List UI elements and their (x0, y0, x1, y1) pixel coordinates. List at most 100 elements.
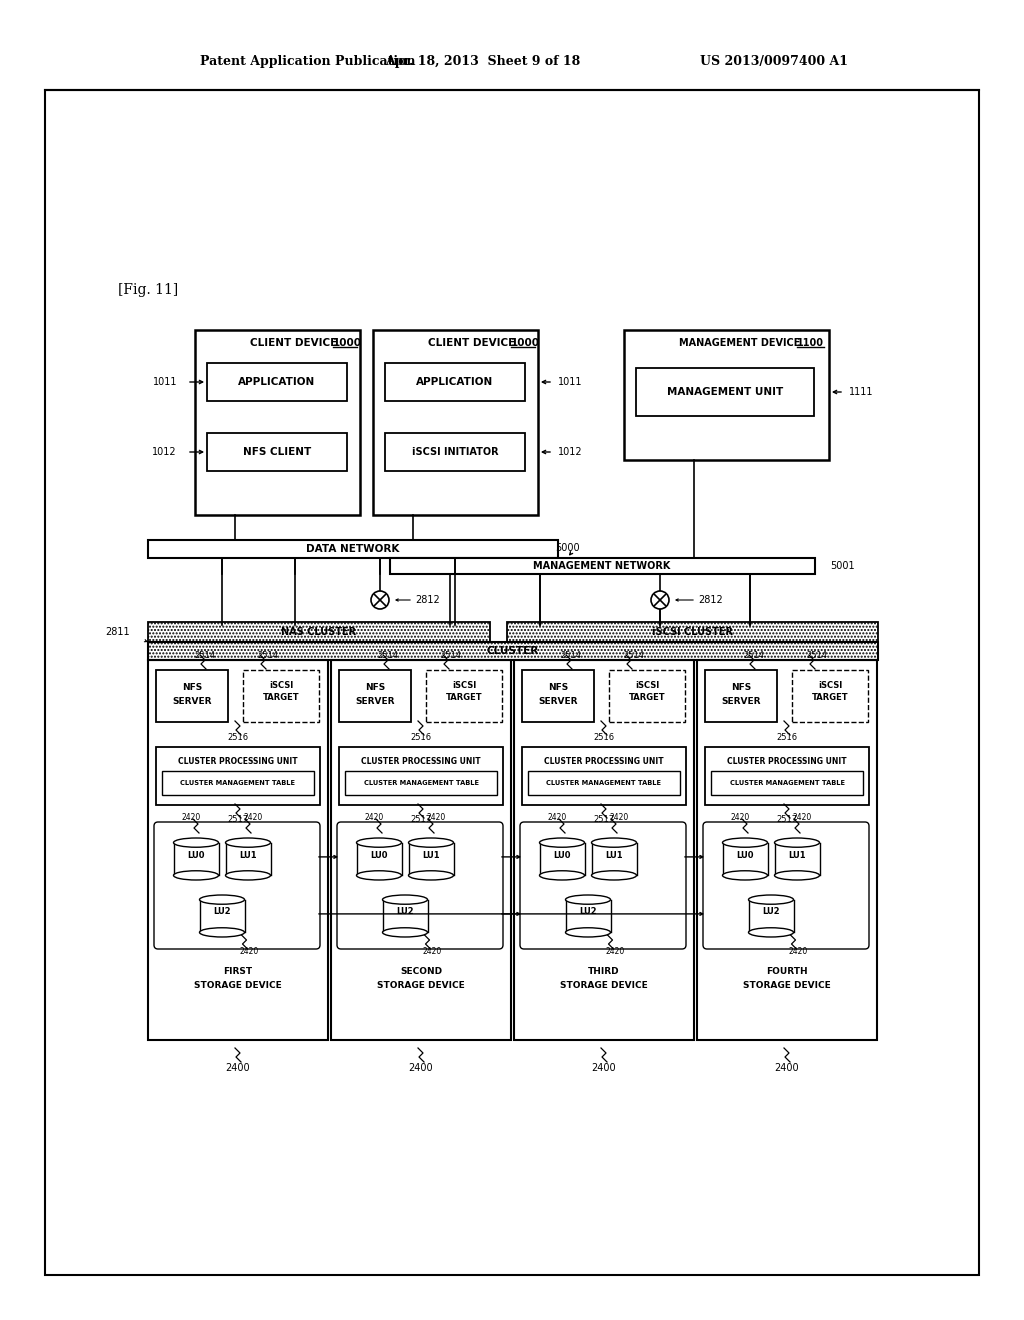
Text: CLUSTER MANAGEMENT TABLE: CLUSTER MANAGEMENT TABLE (729, 780, 845, 785)
Text: MANAGEMENT DEVICE: MANAGEMENT DEVICE (679, 338, 804, 348)
Bar (522, 671, 594, 722)
Ellipse shape (409, 871, 454, 880)
Text: 1012: 1012 (558, 447, 583, 457)
Text: 2400: 2400 (592, 1063, 616, 1073)
Text: 1012: 1012 (153, 447, 177, 457)
Text: 2812: 2812 (698, 595, 723, 605)
Text: 1011: 1011 (153, 378, 177, 387)
Bar (339, 671, 411, 722)
Text: NFS: NFS (731, 684, 752, 693)
Text: TARGET: TARGET (263, 693, 299, 702)
Bar (540, 842, 585, 875)
Text: 5000: 5000 (556, 543, 581, 553)
Text: CLUSTER MANAGEMENT TABLE: CLUSTER MANAGEMENT TABLE (364, 780, 478, 785)
Text: 2517: 2517 (594, 816, 614, 825)
Bar (373, 330, 538, 515)
Bar (148, 642, 878, 660)
Text: Apr. 18, 2013  Sheet 9 of 18: Apr. 18, 2013 Sheet 9 of 18 (385, 55, 581, 69)
Text: 2516: 2516 (776, 733, 798, 742)
Bar (385, 363, 525, 401)
Ellipse shape (565, 928, 610, 937)
Text: MANAGEMENT NETWORK: MANAGEMENT NETWORK (534, 561, 671, 572)
Text: 5001: 5001 (830, 561, 855, 572)
Text: US 2013/0097400 A1: US 2013/0097400 A1 (700, 55, 848, 69)
Circle shape (371, 591, 389, 609)
Ellipse shape (592, 871, 637, 880)
Text: LU1: LU1 (605, 850, 623, 859)
Bar (636, 368, 814, 416)
Bar (207, 363, 347, 401)
Bar (390, 558, 815, 574)
Text: LU2: LU2 (213, 908, 230, 916)
Bar (792, 671, 868, 722)
Bar (162, 771, 314, 795)
Bar (356, 842, 401, 875)
Text: CLUSTER PROCESSING UNIT: CLUSTER PROCESSING UNIT (544, 756, 664, 766)
Text: 2516: 2516 (594, 733, 614, 742)
Text: SERVER: SERVER (172, 697, 212, 705)
FancyBboxPatch shape (337, 822, 503, 949)
Text: MANAGEMENT UNIT: MANAGEMENT UNIT (667, 387, 783, 397)
Text: 2516: 2516 (411, 733, 431, 742)
FancyBboxPatch shape (154, 822, 319, 949)
Text: iSCSI: iSCSI (452, 681, 476, 690)
Text: SECOND: SECOND (400, 968, 442, 977)
Bar (173, 842, 218, 875)
Text: LU1: LU1 (788, 850, 806, 859)
Text: CLUSTER MANAGEMENT TABLE: CLUSTER MANAGEMENT TABLE (180, 780, 296, 785)
Text: TARGET: TARGET (445, 693, 482, 702)
Ellipse shape (200, 928, 245, 937)
Circle shape (651, 591, 669, 609)
Text: STORAGE DEVICE: STORAGE DEVICE (743, 981, 830, 990)
Text: 2420: 2420 (793, 813, 812, 822)
Bar (345, 771, 497, 795)
Text: CLUSTER MANAGEMENT TABLE: CLUSTER MANAGEMENT TABLE (547, 780, 662, 785)
Bar (711, 771, 863, 795)
Text: LU2: LU2 (396, 908, 414, 916)
Text: 2514: 2514 (257, 651, 279, 660)
Text: CLUSTER: CLUSTER (486, 645, 539, 656)
Text: 2516: 2516 (227, 733, 249, 742)
Text: CLUSTER PROCESSING UNIT: CLUSTER PROCESSING UNIT (178, 756, 298, 766)
Text: 2420: 2420 (365, 813, 384, 822)
Bar (749, 900, 794, 932)
Text: LU0: LU0 (187, 850, 205, 859)
Text: 2514: 2514 (807, 651, 827, 660)
Bar (45, 90, 979, 1275)
Text: LU1: LU1 (422, 850, 440, 859)
FancyBboxPatch shape (703, 822, 869, 949)
Text: 1000: 1000 (333, 338, 362, 348)
Bar (624, 330, 829, 459)
Ellipse shape (200, 895, 245, 904)
Ellipse shape (225, 838, 270, 847)
Ellipse shape (356, 838, 401, 847)
Text: SERVER: SERVER (539, 697, 578, 705)
Text: 1011: 1011 (558, 378, 583, 387)
Bar (156, 747, 319, 805)
Bar (723, 842, 768, 875)
Bar (200, 900, 245, 932)
Text: NAS CLUSTER: NAS CLUSTER (282, 627, 356, 638)
Bar (148, 660, 328, 1040)
Bar (522, 747, 686, 805)
Text: NFS CLIENT: NFS CLIENT (243, 447, 311, 457)
Text: TARGET: TARGET (629, 693, 666, 702)
Text: THIRD: THIRD (588, 968, 620, 977)
Ellipse shape (749, 928, 794, 937)
Ellipse shape (173, 871, 218, 880)
Text: 2420: 2420 (788, 946, 808, 956)
Text: FOURTH: FOURTH (766, 968, 808, 977)
Text: 2420: 2420 (426, 813, 445, 822)
Text: 2514: 2514 (743, 651, 765, 660)
Bar (207, 433, 347, 471)
Bar (409, 842, 454, 875)
Text: 2420: 2420 (244, 813, 262, 822)
Text: LU0: LU0 (553, 850, 570, 859)
Text: 2517: 2517 (227, 816, 249, 825)
Text: iSCSI: iSCSI (635, 681, 659, 690)
Text: 2420: 2420 (181, 813, 201, 822)
Text: STORAGE DEVICE: STORAGE DEVICE (377, 981, 465, 990)
FancyBboxPatch shape (520, 822, 686, 949)
Bar (156, 671, 228, 722)
Text: 2514: 2514 (195, 651, 215, 660)
